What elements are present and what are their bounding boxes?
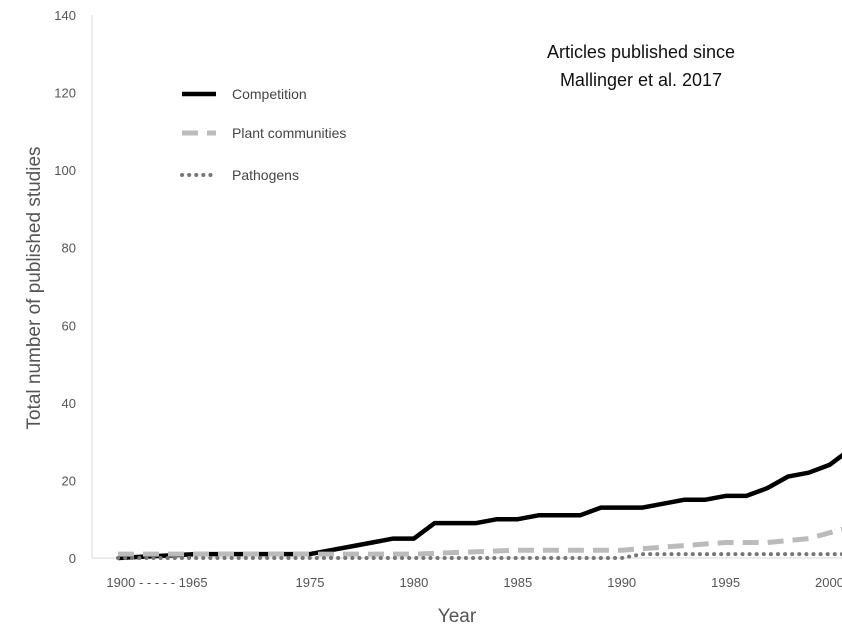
- annotation: Articles published since Mallinger et al…: [547, 42, 735, 90]
- y-tick-label: 120: [54, 86, 76, 101]
- series-line-pathogens: [116, 552, 842, 560]
- x-tick-label: 1990: [607, 575, 636, 590]
- series-line-plant-communities: [118, 526, 842, 557]
- y-tick-label: 100: [54, 163, 76, 178]
- y-tick-label: 60: [62, 318, 76, 333]
- legend: Competition Plant communities Pathogens: [180, 86, 346, 183]
- y-tick-label: 140: [54, 8, 76, 23]
- x-tick-label: 1995: [711, 575, 740, 590]
- y-tick-label: 80: [62, 241, 76, 256]
- x-tick-label: 2000: [815, 575, 842, 590]
- x-tick-label: 1985: [503, 575, 532, 590]
- x-axis: 1900 - - - - - 1965 1975 1980 1985 1990 1995 2…: [92, 557, 842, 590]
- legend-label-plant-communities: Plant communities: [232, 125, 346, 141]
- x-tick-label-break: 1900 - - - - - 1965: [106, 575, 207, 590]
- legend-label-competition: Competition: [232, 86, 307, 102]
- y-tick-label: 40: [62, 396, 76, 411]
- x-tick-label: 1975: [296, 575, 325, 590]
- legend-label-pathogens: Pathogens: [232, 167, 299, 183]
- x-tick-label: 1980: [399, 575, 428, 590]
- annotation-text-line-1: Articles published since: [547, 42, 735, 62]
- y-axis: 0 20 40 60 80 100 120 140: [54, 8, 93, 566]
- series-line-competition: [117, 452, 842, 561]
- y-tick-label: 20: [62, 473, 76, 488]
- x-axis-title: Year: [438, 606, 477, 627]
- series-lines: [116, 452, 842, 561]
- y-tick-label: 0: [69, 551, 76, 566]
- y-axis-title: Total number of published studies: [24, 146, 45, 429]
- annotation-text-line-2: Mallinger et al. 2017: [560, 70, 722, 90]
